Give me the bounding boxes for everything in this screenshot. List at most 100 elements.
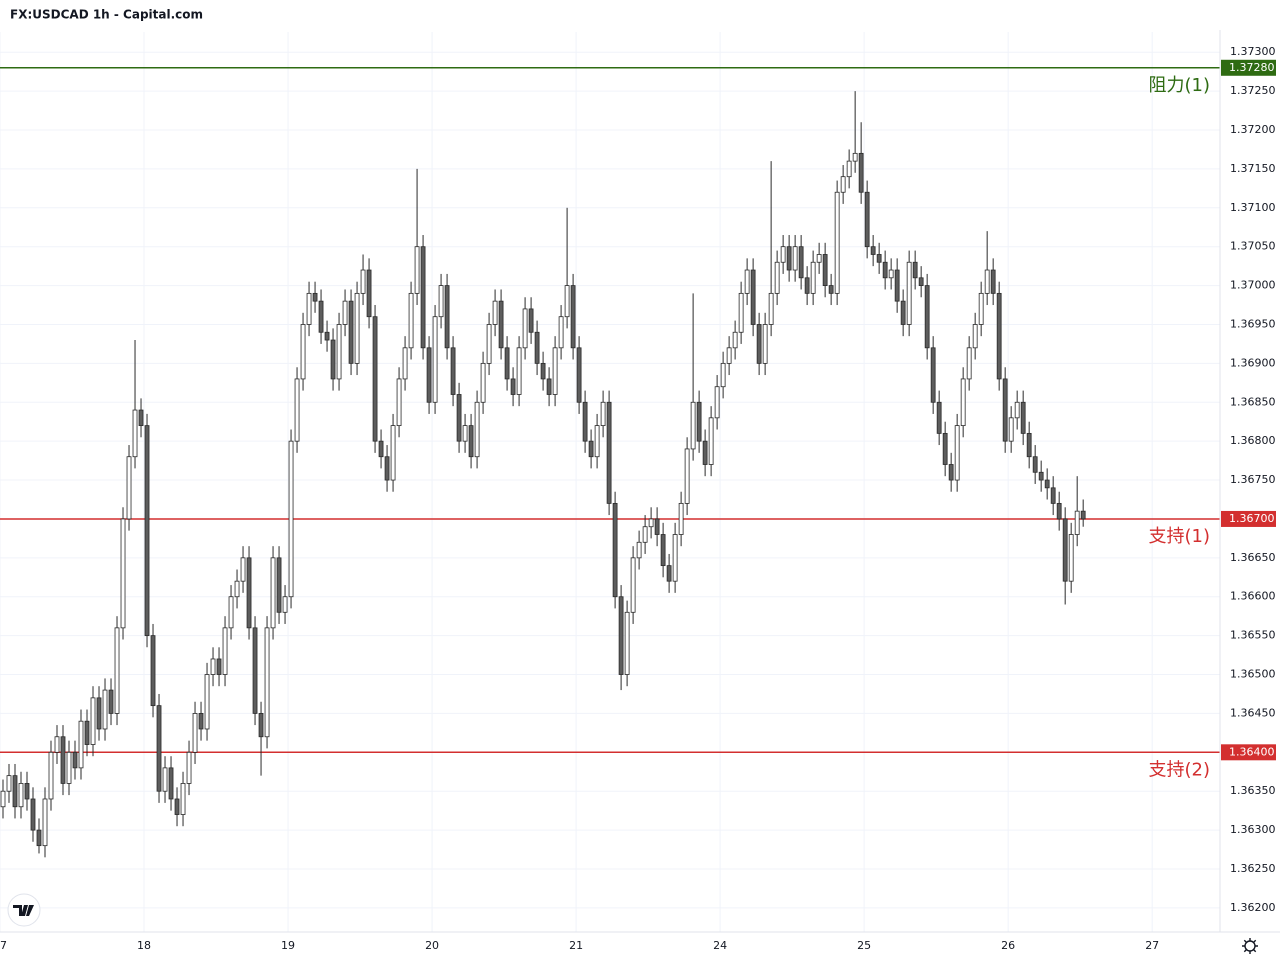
candle-body: [564, 285, 570, 318]
candle-body: [222, 627, 228, 675]
candle-body: [366, 269, 372, 318]
candle-body: [498, 300, 504, 349]
y-tick-label: 1.37100: [1230, 201, 1276, 214]
candle-body: [174, 798, 180, 815]
candle-body: [804, 277, 810, 294]
candle-body: [744, 269, 750, 294]
candle-body: [618, 596, 624, 675]
candle-body: [12, 775, 18, 808]
candle-body: [516, 347, 522, 395]
candle-body: [852, 152, 858, 162]
candle-body: [66, 751, 72, 784]
candle-body: [372, 316, 378, 442]
candle-body: [276, 557, 282, 613]
y-tick-label: 1.37300: [1230, 45, 1276, 58]
tv-logo[interactable]: [7, 893, 41, 927]
candle-body: [474, 401, 480, 458]
y-tick-label: 1.36550: [1230, 629, 1276, 642]
candle-body: [120, 518, 126, 629]
y-tick-label: 1.36450: [1230, 706, 1276, 719]
x-tick-label: 27: [1145, 939, 1159, 952]
candle-body: [30, 798, 36, 831]
candle-body: [360, 269, 366, 294]
candle-body: [606, 401, 612, 504]
candle-body: [414, 246, 420, 294]
candle-body: [306, 292, 312, 325]
candle-body: [810, 261, 816, 294]
candle-body: [138, 409, 144, 427]
candle-body: [1044, 479, 1050, 489]
candle-body: [402, 347, 408, 380]
candle-body: [96, 697, 102, 730]
candle-body: [168, 767, 174, 800]
candle-body: [648, 518, 654, 528]
candle-body: [54, 736, 60, 753]
candle-body: [624, 611, 630, 675]
candle-body: [204, 674, 210, 730]
candle-body: [390, 425, 396, 481]
candle-body: [870, 246, 876, 255]
axes: 1.37300 1.37250 1.37200 1.37150 1.37100 1.370…: [0, 45, 1276, 952]
candle-body: [24, 783, 30, 800]
levels: 阻力(1) 支持(1) 支持(2): [0, 67, 1220, 780]
candle-body: [756, 324, 762, 364]
candle-body: [216, 658, 222, 675]
candle-body: [408, 292, 414, 349]
candle-body: [186, 751, 192, 784]
logo-mark: [13, 905, 34, 916]
candle-body: [792, 246, 798, 271]
candle-body: [318, 300, 324, 333]
candle-body: [72, 751, 78, 769]
candle-body: [786, 246, 792, 271]
candle-body: [180, 783, 186, 815]
candle-body: [1080, 510, 1086, 520]
candle-body: [462, 425, 468, 442]
y-tick-label: 1.36750: [1230, 473, 1276, 486]
candle-body: [1074, 510, 1080, 535]
y-tick-label: 1.36200: [1230, 901, 1276, 914]
candle-body: [534, 331, 540, 364]
candle-body: [348, 300, 354, 364]
candle-body: [774, 261, 780, 294]
candle-body: [546, 378, 552, 395]
y-tick-label: 1.36950: [1230, 317, 1276, 330]
candle-body: [42, 798, 48, 847]
candle-body: [6, 775, 12, 792]
candle-body: [612, 502, 618, 598]
candle-body: [426, 347, 432, 403]
candle-body: [924, 285, 930, 349]
x-tick-label: 24: [713, 939, 727, 952]
settings-icon[interactable]: [1242, 938, 1258, 954]
y-tick-label: 1.37200: [1230, 123, 1276, 136]
candle-body: [18, 783, 24, 808]
candle-body: [696, 401, 702, 442]
candle-body: [282, 596, 288, 613]
level-name: 支持(1): [1149, 526, 1211, 547]
candle-body: [558, 316, 564, 349]
candle-body: [822, 254, 828, 286]
candle-body: [1026, 432, 1032, 458]
candle-body: [102, 689, 108, 730]
y-tick-label: 1.36500: [1230, 668, 1276, 681]
candle-body: [576, 347, 582, 403]
candle-body: [864, 191, 870, 248]
candle-body: [828, 285, 834, 294]
candle-body: [1068, 534, 1074, 582]
candle-body: [960, 378, 966, 427]
y-tick-label: 1.37000: [1230, 279, 1276, 292]
level-name: 支持(2): [1149, 759, 1211, 780]
candle-body: [480, 362, 486, 403]
candle-body: [258, 713, 264, 738]
candle-body: [354, 292, 360, 364]
candle-body: [144, 425, 150, 637]
y-tick-label: 1.37050: [1230, 240, 1276, 253]
candle-body: [972, 324, 978, 349]
candle-body: [210, 658, 216, 675]
candle-body: [654, 518, 660, 535]
candle-body: [486, 324, 492, 364]
candle-body: [570, 285, 576, 349]
candle-body: [768, 292, 774, 325]
candle-body: [840, 176, 846, 193]
candle-body: [1050, 487, 1056, 504]
